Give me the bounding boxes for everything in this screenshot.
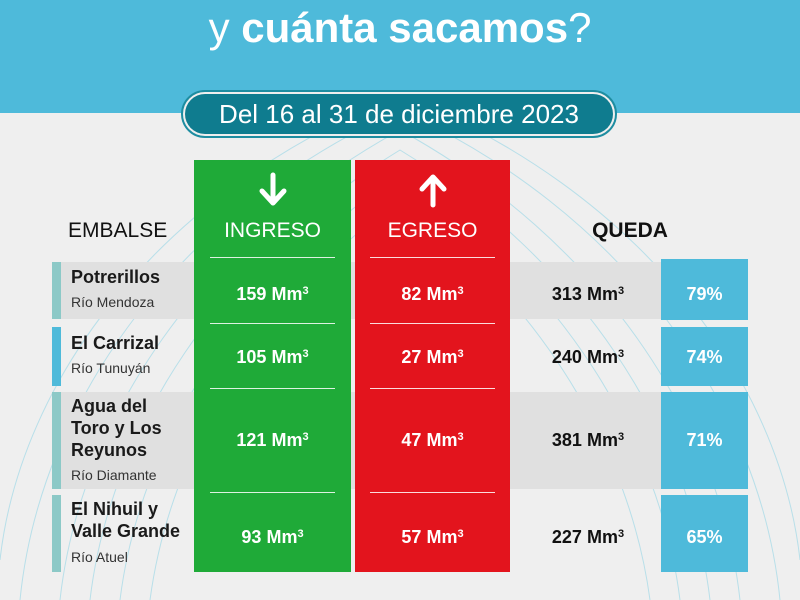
queda-percent: 74% (686, 347, 723, 367)
title-bold: cuánta sacamos (241, 4, 569, 51)
egreso-value: 27 Mm3 (401, 347, 464, 367)
queda-percent: 71% (686, 430, 723, 450)
header-embalse: EMBALSE (68, 219, 168, 242)
embalse-name: Valle Grande (71, 521, 181, 541)
divider (370, 323, 495, 324)
queda-percent: 79% (686, 284, 723, 304)
queda-value: 227 Mm3 (551, 527, 625, 547)
embalse-name: Agua del (71, 396, 148, 416)
header-ingreso: INGRESO (224, 219, 321, 242)
queda-value: 313 Mm3 (551, 284, 625, 304)
embalse-name: El Nihuil y (71, 499, 159, 519)
divider (210, 388, 335, 389)
row-marker (52, 392, 61, 489)
ingreso-value: 121 Mm3 (236, 430, 309, 450)
embalse-name: Potrerillos (71, 267, 161, 287)
embalse-name: Reyunos (71, 440, 148, 460)
river-name: Río Mendoza (71, 294, 155, 310)
river-name: Río Tunuyán (71, 360, 151, 376)
ingreso-value: 105 Mm3 (236, 347, 309, 367)
river-name: Río Atuel (71, 549, 128, 565)
divider (370, 492, 495, 493)
egreso-value: 47 Mm3 (401, 430, 464, 450)
row-marker (52, 327, 61, 386)
embalse-name: El Carrizal (71, 333, 160, 353)
divider (210, 492, 335, 493)
queda-value: 240 Mm3 (551, 347, 625, 367)
title-prefix: y (208, 4, 230, 51)
page-title: y cuánta sacamos? (0, 0, 800, 62)
divider (210, 257, 335, 258)
title-suffix: ? (568, 4, 592, 51)
embalse-name: Toro y Los (71, 418, 162, 438)
pct-cell (661, 495, 748, 572)
arrow-down-icon (194, 172, 351, 216)
divider (210, 323, 335, 324)
egreso-value: 82 Mm3 (401, 284, 464, 304)
queda-percent: 65% (686, 527, 723, 547)
pct-cell (661, 327, 748, 386)
row-marker (52, 495, 61, 572)
divider (370, 257, 495, 258)
date-range: Del 16 al 31 de diciembre 2023 (185, 94, 613, 134)
queda-value: 381 Mm3 (551, 430, 625, 450)
egreso-column (355, 160, 510, 572)
egreso-value: 57 Mm3 (401, 527, 464, 547)
row-marker (52, 262, 61, 319)
ingreso-column (194, 160, 351, 572)
header-egreso: EGRESO (387, 219, 478, 242)
divider (370, 388, 495, 389)
ingreso-value: 159 Mm3 (236, 284, 309, 304)
ingreso-value: 93 Mm3 (241, 527, 304, 547)
river-name: Río Diamante (71, 467, 157, 483)
pct-cell (661, 392, 748, 489)
arrow-up-icon (355, 172, 510, 216)
header-queda: QUEDA (592, 219, 668, 242)
pct-cell (661, 259, 748, 320)
